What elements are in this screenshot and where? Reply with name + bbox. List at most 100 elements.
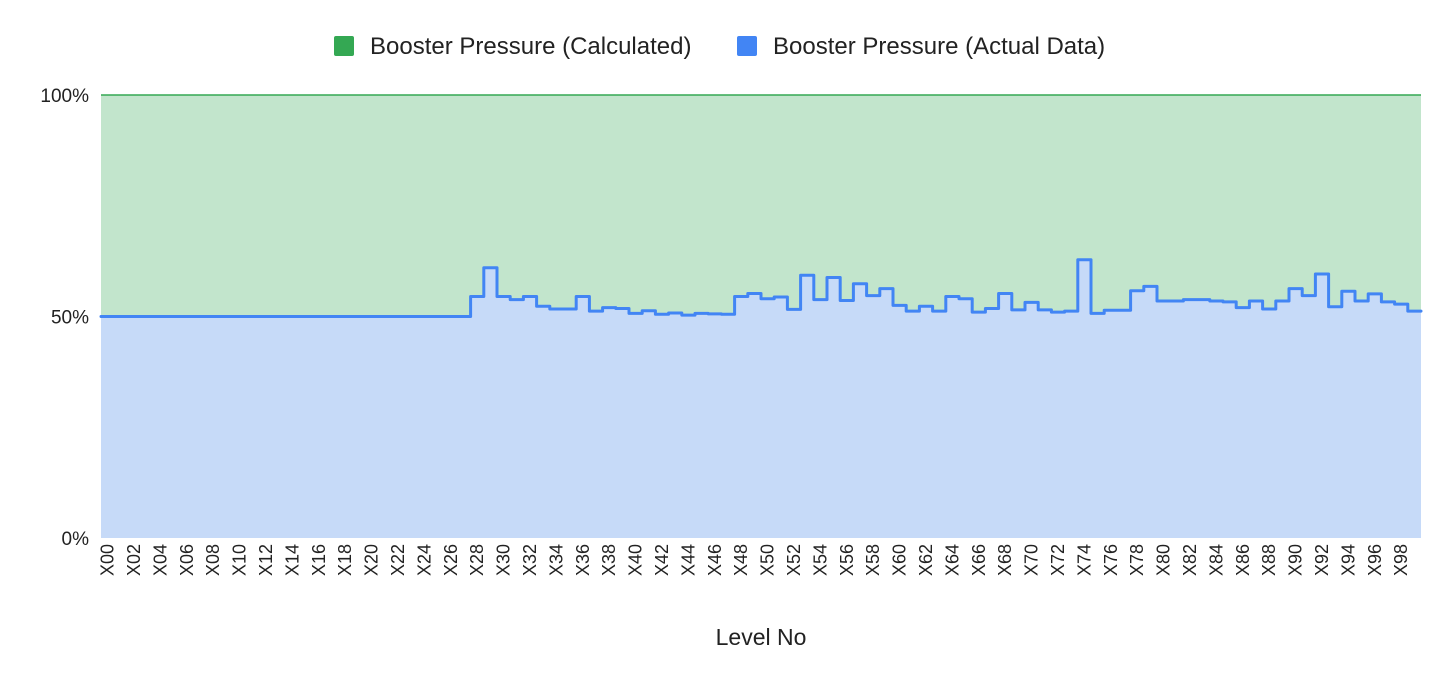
data-point-X35[interactable] bbox=[563, 307, 576, 311]
data-point-X70[interactable] bbox=[1025, 300, 1038, 304]
data-point-X39[interactable] bbox=[616, 307, 629, 311]
data-point-X86[interactable] bbox=[1236, 306, 1249, 310]
data-point-X41[interactable] bbox=[642, 309, 655, 313]
data-point-X61[interactable] bbox=[906, 309, 919, 313]
legend-item-calculated[interactable]: Booster Pressure (Calculated) bbox=[334, 33, 691, 60]
data-point-X95[interactable] bbox=[1355, 299, 1368, 303]
data-point-X34[interactable] bbox=[550, 307, 563, 311]
data-point-X82[interactable] bbox=[1183, 298, 1196, 302]
data-point-X12[interactable] bbox=[259, 315, 272, 319]
data-point-X67[interactable] bbox=[985, 307, 998, 311]
data-point-X58[interactable] bbox=[867, 294, 880, 298]
data-point-X30[interactable] bbox=[497, 295, 510, 299]
data-point-X53[interactable] bbox=[801, 273, 814, 277]
data-point-X80[interactable] bbox=[1157, 299, 1170, 303]
data-point-X32[interactable] bbox=[523, 295, 536, 299]
data-point-X04[interactable] bbox=[154, 315, 167, 319]
data-point-X22[interactable] bbox=[391, 315, 404, 319]
data-point-X37[interactable] bbox=[589, 309, 602, 313]
data-point-X81[interactable] bbox=[1170, 299, 1183, 303]
data-point-X60[interactable] bbox=[893, 303, 906, 307]
data-point-X49[interactable] bbox=[748, 291, 761, 295]
data-point-X10[interactable] bbox=[233, 315, 246, 319]
data-point-X48[interactable] bbox=[735, 295, 748, 299]
data-point-X62[interactable] bbox=[919, 304, 932, 308]
data-point-X18[interactable] bbox=[339, 315, 352, 319]
data-point-X42[interactable] bbox=[655, 312, 668, 316]
data-point-X50[interactable] bbox=[761, 297, 774, 301]
data-point-X93[interactable] bbox=[1329, 305, 1342, 309]
data-point-X71[interactable] bbox=[1038, 308, 1051, 312]
data-point-X03[interactable] bbox=[141, 315, 154, 319]
data-point-X24[interactable] bbox=[418, 315, 431, 319]
data-point-X51[interactable] bbox=[774, 295, 787, 299]
data-point-X31[interactable] bbox=[510, 298, 523, 302]
data-point-X68[interactable] bbox=[999, 291, 1012, 295]
data-point-X40[interactable] bbox=[629, 311, 642, 315]
data-point-X07[interactable] bbox=[193, 315, 206, 319]
data-point-X65[interactable] bbox=[959, 297, 972, 301]
data-point-X26[interactable] bbox=[444, 315, 457, 319]
data-point-X77[interactable] bbox=[1117, 308, 1130, 312]
data-point-X56[interactable] bbox=[840, 299, 853, 303]
data-point-X28[interactable] bbox=[471, 295, 484, 299]
data-point-X92[interactable] bbox=[1315, 272, 1328, 276]
data-point-X88[interactable] bbox=[1263, 307, 1276, 311]
data-point-X38[interactable] bbox=[603, 306, 616, 310]
data-point-X84[interactable] bbox=[1210, 299, 1223, 303]
data-point-X94[interactable] bbox=[1342, 289, 1355, 293]
data-point-X59[interactable] bbox=[880, 287, 893, 291]
data-point-X44[interactable] bbox=[682, 313, 695, 317]
data-point-X08[interactable] bbox=[207, 315, 220, 319]
data-point-X64[interactable] bbox=[946, 295, 959, 299]
data-point-X55[interactable] bbox=[827, 276, 840, 280]
data-point-X21[interactable] bbox=[378, 315, 391, 319]
data-point-X76[interactable] bbox=[1104, 308, 1117, 312]
data-point-X02[interactable] bbox=[127, 315, 140, 319]
data-point-X83[interactable] bbox=[1197, 298, 1210, 302]
data-point-X54[interactable] bbox=[814, 298, 827, 302]
data-point-X52[interactable] bbox=[787, 307, 800, 311]
data-point-X98[interactable] bbox=[1395, 302, 1408, 306]
data-point-X79[interactable] bbox=[1144, 284, 1157, 288]
data-point-X19[interactable] bbox=[352, 315, 365, 319]
data-point-X15[interactable] bbox=[299, 315, 312, 319]
data-point-X13[interactable] bbox=[273, 315, 286, 319]
data-point-X99[interactable] bbox=[1408, 309, 1421, 313]
data-point-X00[interactable] bbox=[101, 315, 114, 319]
data-point-X47[interactable] bbox=[721, 312, 734, 316]
data-point-X57[interactable] bbox=[853, 282, 866, 286]
data-point-X75[interactable] bbox=[1091, 311, 1104, 315]
data-point-X74[interactable] bbox=[1078, 258, 1091, 262]
data-point-X20[interactable] bbox=[365, 315, 378, 319]
data-point-X33[interactable] bbox=[537, 304, 550, 308]
data-point-X43[interactable] bbox=[669, 311, 682, 315]
data-point-X78[interactable] bbox=[1131, 289, 1144, 293]
data-point-X96[interactable] bbox=[1368, 292, 1381, 296]
data-point-X29[interactable] bbox=[484, 266, 497, 270]
data-point-X73[interactable] bbox=[1065, 309, 1078, 313]
data-point-X14[interactable] bbox=[286, 315, 299, 319]
data-point-X16[interactable] bbox=[312, 315, 325, 319]
data-point-X46[interactable] bbox=[708, 312, 721, 316]
data-point-X87[interactable] bbox=[1249, 299, 1262, 303]
data-point-X89[interactable] bbox=[1276, 299, 1289, 303]
data-point-X17[interactable] bbox=[325, 315, 338, 319]
data-point-X85[interactable] bbox=[1223, 300, 1236, 304]
data-point-X23[interactable] bbox=[405, 315, 418, 319]
data-point-X69[interactable] bbox=[1012, 308, 1025, 312]
data-point-X72[interactable] bbox=[1051, 310, 1064, 314]
data-point-X91[interactable] bbox=[1302, 294, 1315, 298]
data-point-X01[interactable] bbox=[114, 315, 127, 319]
data-point-X06[interactable] bbox=[180, 315, 193, 319]
data-point-X63[interactable] bbox=[933, 309, 946, 313]
data-point-X97[interactable] bbox=[1381, 300, 1394, 304]
legend-item-actual[interactable]: Booster Pressure (Actual Data) bbox=[737, 33, 1105, 60]
data-point-X27[interactable] bbox=[457, 315, 470, 319]
data-point-X09[interactable] bbox=[220, 315, 233, 319]
data-point-X45[interactable] bbox=[695, 311, 708, 315]
data-point-X25[interactable] bbox=[431, 315, 444, 319]
data-point-X05[interactable] bbox=[167, 315, 180, 319]
data-point-X36[interactable] bbox=[576, 295, 589, 299]
data-point-X66[interactable] bbox=[972, 310, 985, 314]
